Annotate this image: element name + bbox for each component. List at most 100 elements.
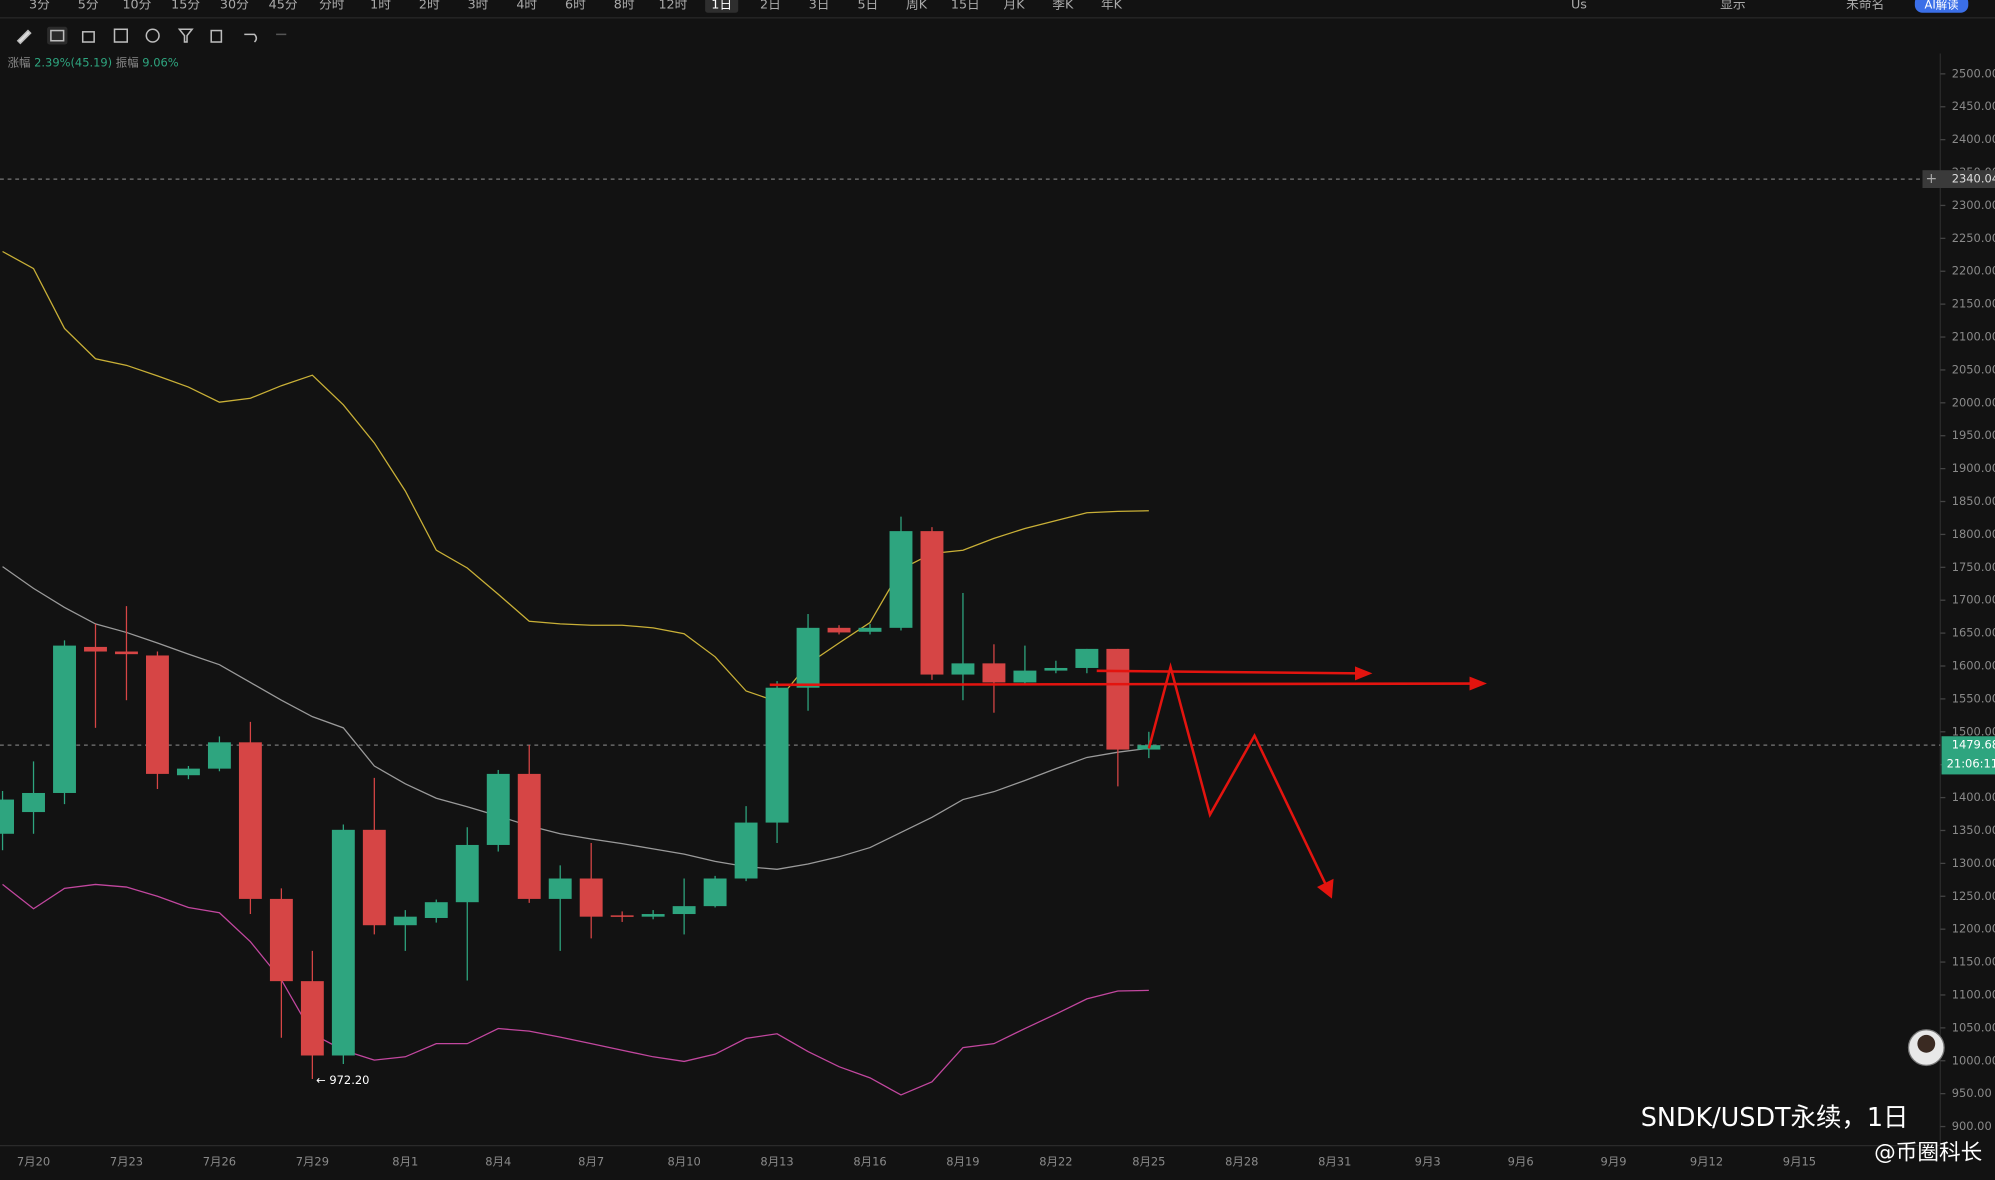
x-tick-label: 8月22 — [1039, 1155, 1072, 1169]
y-tick-label: 1050.00 — [1952, 1020, 1995, 1034]
arrow-head — [1317, 878, 1334, 899]
y-tick-label: 2500.00 — [1952, 66, 1995, 80]
y-tick-label: 1400.00 — [1952, 790, 1995, 804]
toolbar-item[interactable]: 未命名 — [1846, 0, 1884, 12]
timeframe[interactable]: 45分 — [269, 0, 298, 12]
timeframe[interactable]: 30分 — [220, 0, 249, 12]
timeframe[interactable]: 3时 — [468, 0, 489, 12]
timeframe[interactable]: 15日 — [951, 0, 980, 12]
grid-icon[interactable] — [50, 29, 65, 42]
y-tick-label: 2050.00 — [1952, 362, 1995, 376]
timeframe[interactable]: 季K — [1052, 0, 1074, 12]
ai-button[interactable]: AI解读 — [1925, 0, 1959, 12]
y-tick-label: 2150.00 — [1952, 297, 1995, 311]
drawing-tools[interactable] — [16, 26, 287, 45]
timeframe[interactable]: 4时 — [516, 0, 537, 12]
timeframe[interactable]: 12时 — [658, 0, 687, 12]
timeframe[interactable]: 周K — [906, 0, 928, 12]
y-tick-label: 1850.00 — [1952, 494, 1995, 508]
band-line — [2, 566, 1149, 870]
x-tick-label: 9月3 — [1415, 1155, 1441, 1169]
y-tick-label: 2250.00 — [1952, 231, 1995, 245]
projection-path — [1147, 662, 1329, 888]
y-tick-label: 2450.00 — [1952, 99, 1995, 113]
x-tick-label: 8月31 — [1318, 1155, 1351, 1169]
timeframe[interactable]: 3日 — [809, 0, 830, 12]
info-line: 涨幅 2.39%(45.19) 振幅 9.06% — [8, 55, 179, 69]
candle-body — [517, 773, 541, 899]
x-tick-label: 7月20 — [17, 1155, 50, 1169]
info-label: 涨幅 — [8, 55, 31, 69]
ai-button-bg[interactable] — [1914, 0, 1969, 13]
candle-body — [1075, 648, 1099, 668]
lock-icon[interactable] — [81, 31, 95, 43]
x-tick-label: 8月25 — [1132, 1155, 1165, 1169]
y-tick-label: 1800.00 — [1952, 527, 1995, 541]
y-tick-label: 1550.00 — [1952, 691, 1995, 705]
y-tick-label: 1900.00 — [1952, 461, 1995, 475]
y-tick-label: 2200.00 — [1952, 264, 1995, 278]
timeframe[interactable]: 1时 — [370, 0, 391, 12]
timeframe[interactable]: 15分 — [171, 0, 200, 12]
candle-body — [53, 645, 76, 793]
active-timeframe-bg[interactable] — [705, 0, 739, 13]
toolbar-item[interactable]: 显示 — [1720, 0, 1745, 12]
watermark-title: SNDK/USDT永续，1日 — [1641, 1103, 1909, 1133]
candle-body — [889, 531, 913, 628]
filter-icon[interactable] — [177, 28, 194, 43]
y-tick-label: 1100.00 — [1952, 987, 1995, 1001]
timeframe[interactable]: 1日 — [711, 0, 732, 12]
info-value: 2.39%(45.19) — [34, 55, 112, 69]
candle-body — [424, 902, 448, 918]
timeframe[interactable]: 5日 — [857, 0, 878, 12]
y-tick-label: 1000.00 — [1952, 1053, 1995, 1067]
y-tick-label: 1700.00 — [1952, 593, 1995, 607]
candle-body — [765, 687, 789, 823]
timeframe[interactable]: 6时 — [565, 0, 586, 12]
trash-icon[interactable] — [210, 29, 223, 43]
note-icon[interactable] — [113, 28, 128, 43]
y-tick-label: 1350.00 — [1952, 823, 1995, 837]
avatar-face[interactable] — [1917, 1034, 1936, 1053]
x-tick-label: 8月19 — [946, 1155, 979, 1169]
marked-price-label: 2340.04 — [1952, 172, 1995, 186]
candle-body — [84, 646, 107, 652]
candle-body — [0, 799, 14, 834]
watermark-author: @币圈科长 — [1874, 1140, 1982, 1165]
support-line — [769, 682, 1476, 687]
x-tick-label: 8月16 — [853, 1155, 886, 1169]
timeframe[interactable]: 5分 — [78, 0, 99, 12]
resistance-line — [1096, 669, 1362, 675]
plus-icon: + — [1926, 171, 1938, 187]
y-tick-label: 1600.00 — [1952, 658, 1995, 672]
pen-icon[interactable] — [16, 29, 32, 45]
undo-icon[interactable] — [244, 33, 258, 43]
toolbar-item[interactable]: Us — [1571, 0, 1587, 12]
timeframe[interactable]: 分时 — [319, 0, 345, 12]
arrow-head — [1355, 666, 1373, 681]
magnet-icon[interactable] — [145, 28, 160, 43]
timeframe[interactable]: 年K — [1101, 0, 1123, 12]
candle-body — [796, 627, 820, 688]
candle-body — [145, 655, 169, 774]
candle-body — [858, 627, 882, 632]
timeframe[interactable]: 2时 — [419, 0, 440, 12]
x-tick-label: 8月28 — [1225, 1155, 1258, 1169]
timeframe[interactable]: 月K — [1004, 0, 1026, 12]
y-tick-label: 1950.00 — [1952, 428, 1995, 442]
y-tick-label: 1250.00 — [1952, 889, 1995, 903]
candle-body — [1013, 670, 1037, 683]
timeframe[interactable]: 3分 — [29, 0, 50, 12]
x-tick-label: 7月29 — [296, 1155, 329, 1169]
timeframe[interactable]: 2日 — [760, 0, 781, 12]
current-price-tag — [1941, 736, 1995, 775]
y-tick-label: 2000.00 — [1952, 395, 1995, 409]
x-tick-label: 8月4 — [485, 1155, 511, 1169]
timeframe[interactable]: 8时 — [614, 0, 635, 12]
x-tick-label: 8月13 — [760, 1155, 793, 1169]
timeframe[interactable]: 10分 — [122, 0, 151, 12]
band-line — [2, 883, 1149, 1096]
avatar[interactable] — [1907, 1029, 1945, 1067]
candle-body — [269, 898, 293, 982]
candle-body — [1106, 648, 1130, 750]
